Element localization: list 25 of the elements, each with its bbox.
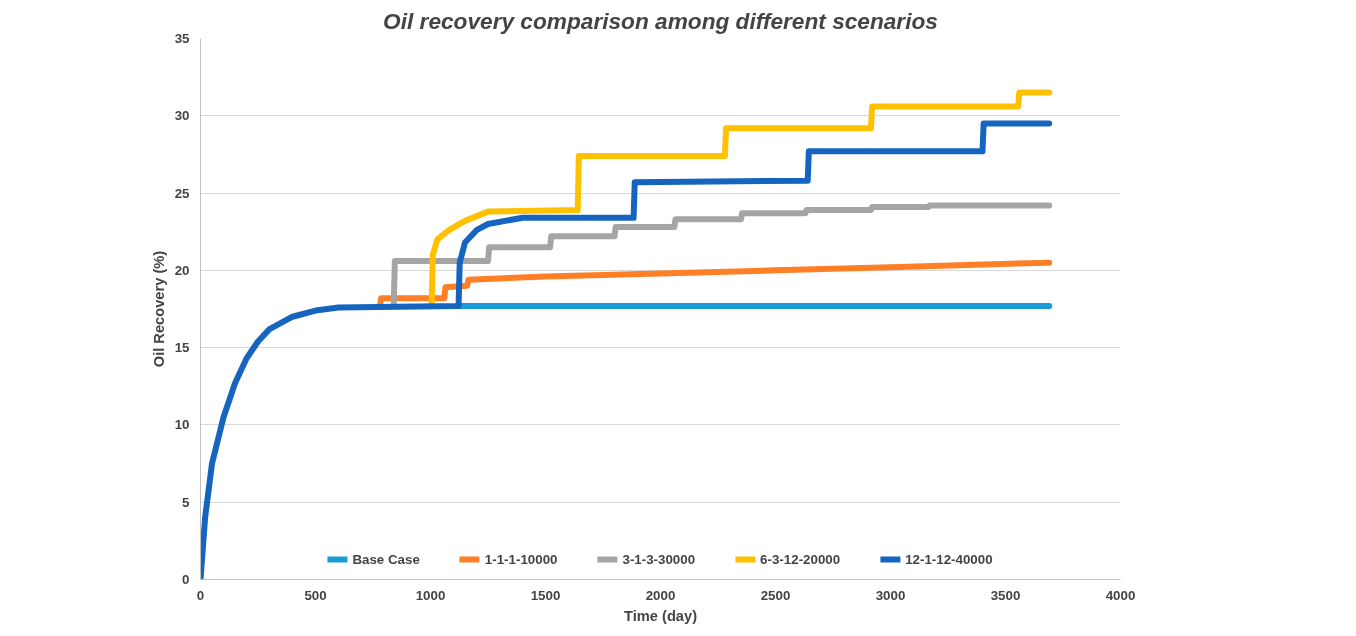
y-tick-label: 10 (174, 417, 190, 433)
x-tick-label: 2500 (760, 587, 791, 603)
x-tick-label: 1500 (530, 587, 561, 603)
chart-title: Oil recovery comparison among different scenarios (383, 7, 938, 34)
x-tick-label: 3000 (875, 587, 906, 603)
x-tick-label: 4000 (1105, 587, 1136, 603)
legend-label: 1-1-1-10000 (484, 551, 558, 567)
legend-label: Base Case (352, 551, 420, 567)
y-tick-label: 0 (182, 572, 190, 587)
legend-label: 12-1-12-40000 (905, 551, 993, 567)
x-tick-label: 2000 (645, 587, 676, 603)
y-tick-label: 5 (182, 494, 191, 510)
x-tick-label: 1000 (415, 587, 446, 603)
y-axis-title: Oil Recovery (%) (150, 250, 167, 368)
x-tick-label: 500 (304, 587, 327, 603)
y-tick-label: 35 (174, 31, 191, 46)
y-tick-label: 25 (174, 185, 191, 201)
y-tick-label: 30 (174, 108, 190, 124)
legend-label: 6-3-12-20000 (760, 551, 841, 567)
x-tick-label: 3500 (990, 587, 1021, 603)
y-tick-label: 20 (174, 262, 190, 278)
y-tick-label: 15 (174, 340, 191, 356)
x-tick-label: 0 (196, 587, 205, 603)
legend-label: 3-1-3-30000 (622, 551, 696, 567)
x-axis-title: Time (day) (623, 607, 698, 624)
